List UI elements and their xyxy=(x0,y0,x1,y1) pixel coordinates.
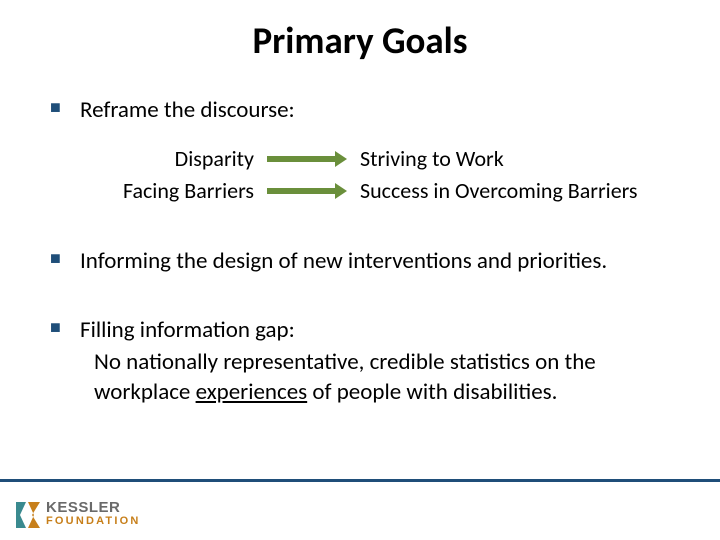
sub-underlined: experiences xyxy=(196,378,308,406)
reframe-left-2: Facing Barriers xyxy=(80,177,264,205)
logo-mark-icon xyxy=(14,500,42,530)
bullet-3-subtext: No nationally representative, credible s… xyxy=(80,348,680,407)
reframe-row-1: Disparity Striving to Work xyxy=(80,143,680,175)
bullet-2-text: Informing the design of new intervention… xyxy=(80,247,607,275)
reframe-block: Disparity Striving to Work Facing Barrie… xyxy=(80,143,680,207)
logo: KESSLER FOUNDATION xyxy=(14,500,141,530)
reframe-right-2: Success in Overcoming Barriers xyxy=(350,177,638,205)
bullet-list: Reframe the discourse: Disparity Strivin… xyxy=(48,96,680,407)
bullet-3-text: Filling information gap: xyxy=(80,316,295,344)
bullet-item-1: Reframe the discourse: Disparity Strivin… xyxy=(48,96,680,207)
logo-text: KESSLER FOUNDATION xyxy=(46,500,141,527)
bullet-item-3: Filling information gap: No nationally r… xyxy=(48,316,680,408)
footer-divider xyxy=(0,479,720,482)
reframe-row-2: Facing Barriers Success in Overcoming Ba… xyxy=(80,175,680,207)
sub-post: of people with disabilities. xyxy=(307,378,557,406)
arrow-body-icon xyxy=(267,188,335,194)
logo-line2: FOUNDATION xyxy=(46,516,141,527)
arrow-head-icon xyxy=(335,183,347,199)
arrow-2 xyxy=(264,183,350,199)
arrow-head-icon xyxy=(335,151,347,167)
bullet-1-text: Reframe the discourse: xyxy=(80,96,295,124)
body-content: Reframe the discourse: Disparity Strivin… xyxy=(48,96,680,407)
arrow-body-icon xyxy=(267,156,335,162)
bullet-item-2: Informing the design of new intervention… xyxy=(48,247,680,276)
reframe-left-1: Disparity xyxy=(80,145,264,173)
slide: Primary Goals Reframe the discourse: Dis… xyxy=(0,0,720,540)
logo-line1: KESSLER xyxy=(46,500,141,515)
arrow-1 xyxy=(264,151,350,167)
page-title: Primary Goals xyxy=(0,18,720,63)
reframe-right-1: Striving to Work xyxy=(350,145,504,173)
